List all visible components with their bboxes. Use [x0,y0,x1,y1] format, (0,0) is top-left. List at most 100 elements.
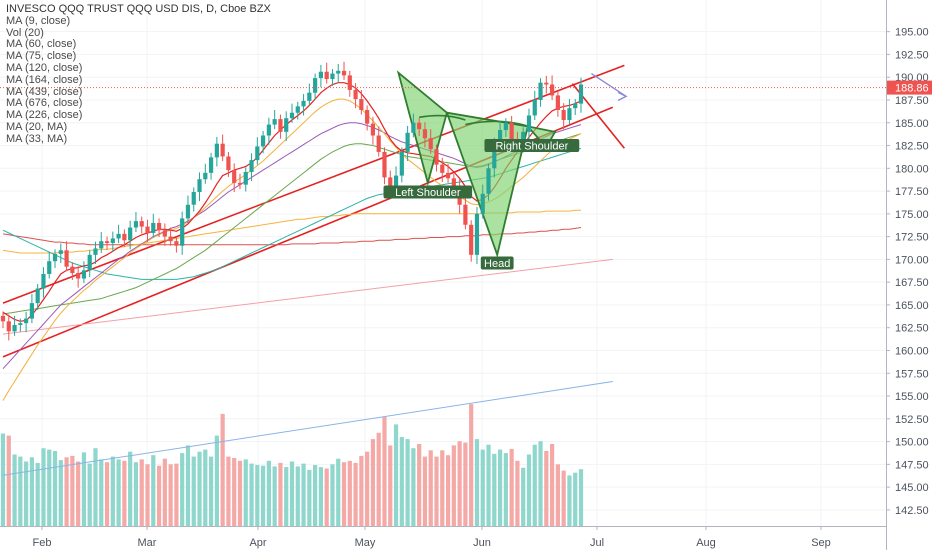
candle-body [76,273,81,279]
candle-body [405,132,410,152]
volume-bar [24,461,29,528]
pattern-label-bg [484,139,580,153]
x-tick-label: Jun [473,537,491,549]
volume-bar [12,454,17,528]
volume-bar [47,449,52,528]
volume-bar [174,463,179,528]
volume-bar [214,435,219,528]
candle-body [0,315,6,322]
volume-bar [180,453,185,528]
y-tick-label: 150.00 [895,437,929,449]
volume-bar [122,460,127,528]
y-tick-label: 192.50 [895,49,929,61]
volume-bar [463,442,468,528]
volume-bar [104,462,110,528]
candle-body [324,71,329,80]
candle [0,311,6,329]
candle-body [555,95,560,111]
candle-body [301,100,306,107]
candle-body [99,241,104,249]
candle [365,105,370,131]
candle [289,103,295,123]
candle [347,70,352,97]
candle-body [104,241,110,243]
time-axis: Feb Mar Apr May Jun Jul Aug Sep [0,526,886,550]
volume-bar [388,445,393,528]
legend-item: MA (33, MA) [6,132,68,145]
candle-body [417,122,422,130]
candle [151,213,156,238]
forecast-arrow-head [617,91,628,101]
volume-bar [116,459,121,528]
candle [417,118,422,136]
candle [12,315,17,336]
candle [324,62,329,84]
candle [336,64,341,83]
volume-bar [52,451,58,528]
candle-body [64,250,69,267]
volume-bar [289,461,295,528]
volume-bar [538,441,543,528]
price-axis: 195.00192.50190.00187.50185.00182.50180.… [886,0,932,550]
volume-bar [301,463,306,528]
candle-body [122,233,127,241]
x-tick-label: Jul [590,537,604,549]
volume-bar [324,468,329,528]
candle-body [492,144,497,169]
candle [578,77,584,113]
volume-bar [203,449,208,528]
candle-body [365,110,370,124]
volume-bar [417,444,422,528]
volume-bar [469,404,474,528]
volume-bar [272,466,277,528]
candle-body [289,112,295,119]
candle [261,130,266,154]
candle-body [272,119,277,125]
volume-bar [145,464,150,528]
candle-body [532,99,537,116]
volume-bar [428,450,433,528]
y-tick-label: 180.00 [895,163,929,175]
volume-bar [6,435,11,528]
candle [174,236,179,253]
volume-bar [156,465,162,528]
candle [76,266,81,288]
candle [463,195,468,230]
volume-bar [191,456,196,528]
pattern-label-text: Right Shoulder [495,141,568,153]
y-tick-label: 165.00 [895,300,929,312]
candle [561,103,566,130]
candle [220,134,225,162]
candle-body [261,135,266,147]
candle-body [128,227,133,241]
volume-bar [370,439,376,528]
candle-body [87,254,92,271]
candle-body [41,273,46,289]
volume-bar [550,444,555,528]
volume-bar [284,467,289,528]
legend-item: MA (226, close) [6,109,83,122]
candle-body [313,78,318,93]
y-tick-label: 162.50 [895,323,929,335]
volume-bar [261,465,266,528]
volume-bar [278,462,283,528]
volume-bar [445,455,451,528]
candle [87,250,92,278]
candle-body [538,82,543,100]
last-price-tag-bg [887,80,932,95]
candle-body [474,213,480,255]
neckline-1 [419,114,466,121]
volume-bar [18,456,23,528]
candle [445,163,451,183]
candle-body [237,182,243,185]
candle-body [278,119,283,132]
candle [226,151,231,177]
volume-bar [295,466,300,528]
volume-bar [486,444,491,528]
candle [411,113,416,138]
volume-bar [515,460,520,528]
candle-body [58,250,63,254]
candle [440,157,445,182]
volume-bar [376,432,381,528]
